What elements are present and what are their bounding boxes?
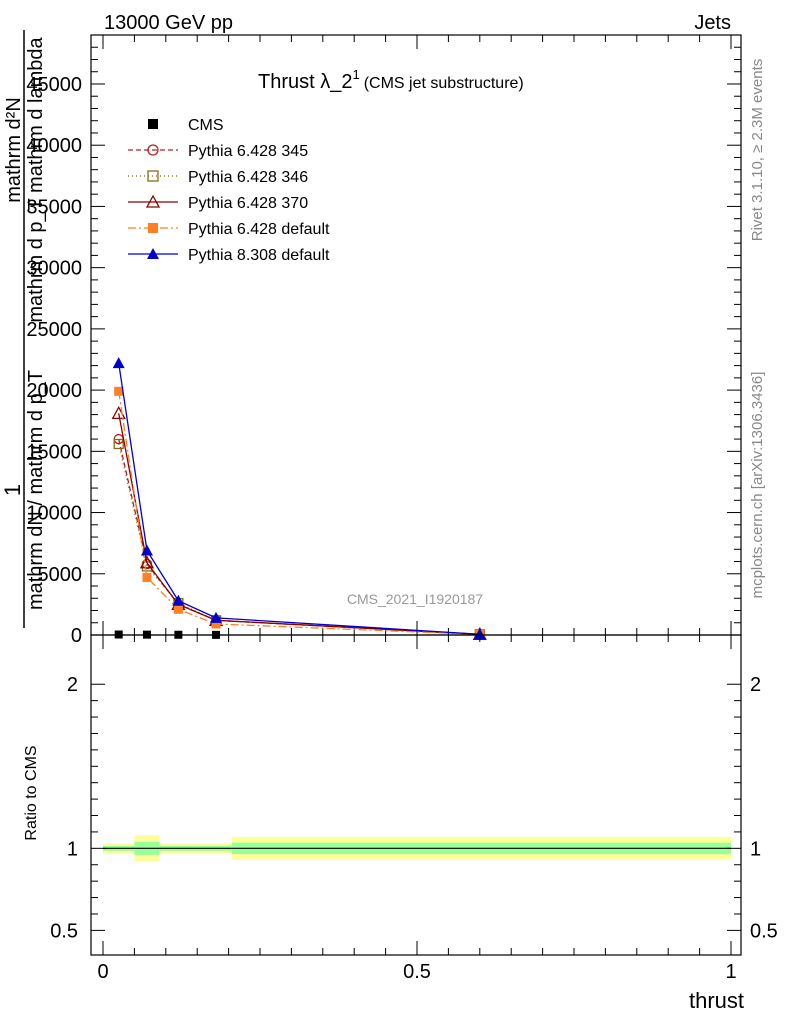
ratio-y-tick-label-right: 0.5 <box>750 920 778 942</box>
main-y-tick-label: 5000 <box>38 564 83 586</box>
data-point <box>473 628 486 640</box>
ratio-y-tick-label-right: 1 <box>750 838 761 860</box>
y-axis-label-denominator: mathrm dN / mathrm d p_T <box>25 370 47 610</box>
legend-marker <box>148 119 158 129</box>
legend-marker <box>147 170 159 182</box>
main-y-tick-label: 0 <box>71 625 82 647</box>
data-point <box>173 604 183 614</box>
data-point <box>210 611 223 623</box>
ratio-x-tick-label: 0.5 <box>403 961 431 983</box>
legend-marker <box>147 144 159 156</box>
legend-marker <box>147 248 159 259</box>
legend-marker <box>145 194 161 208</box>
x-axis-label: thrust <box>689 988 744 1013</box>
title-note: (CMS jet substructure) <box>364 75 524 92</box>
ratio-x-tick-labels: 0 0.5 1 <box>97 961 736 983</box>
title-superscript: 1 <box>352 67 359 82</box>
main-y-tick-label: 40000 <box>26 135 82 157</box>
ratio-y-ticks <box>91 683 741 931</box>
main-y-tick-label: 20000 <box>26 380 82 402</box>
main-y-ticks <box>91 46 741 636</box>
main-y-tick-label: 10000 <box>26 503 82 525</box>
legend-entry-label: Pythia 6.428 346 <box>188 169 308 186</box>
data-point <box>142 572 152 582</box>
main-y-tick-label: 30000 <box>26 258 82 280</box>
data-point <box>112 357 125 369</box>
ratio-y-axis-label: Ratio to CMS <box>23 745 40 840</box>
ratio-plot-frame <box>90 634 742 956</box>
ratio-x-ticks <box>102 635 732 955</box>
data-point <box>140 544 153 556</box>
legend-entry-label: Pythia 6.428 370 <box>188 195 308 212</box>
ratio-y-tick-labels: 0.5 0.5 1 1 2 2 <box>50 674 778 942</box>
data-point <box>139 555 155 569</box>
main-y-tick-labels: 0 5000 10000 15000 20000 25000 30000 35000 40000… <box>26 74 82 647</box>
process-label: Jets <box>694 12 731 34</box>
legend-entry-label: CMS <box>188 117 224 134</box>
plot-title: Thrust λ_21 (CMS jet substructure) <box>258 67 524 93</box>
title-main: Thrust λ_2 <box>258 71 352 93</box>
ratio-x-tick-label: 0 <box>97 961 108 983</box>
main-y-tick-label: 15000 <box>26 441 82 463</box>
analysis-watermark: CMS_2021_I1920187 <box>347 591 483 607</box>
mcplots-label: mcplots.cern.ch [arXiv:1306.3436] <box>749 372 766 599</box>
legend-entry-label: Pythia 6.428 default <box>188 221 330 238</box>
y-axis-label-left: 1 <box>0 484 25 496</box>
data-point <box>113 438 124 450</box>
data-point <box>172 594 185 606</box>
ratio-y-tick-label-left: 1 <box>67 838 78 860</box>
ratio-y-tick-label-right: 2 <box>750 674 761 696</box>
legend-entry-label: Pythia 8.308 default <box>188 247 330 264</box>
main-y-tick-label: 35000 <box>26 196 82 218</box>
main-y-tick-label: 25000 <box>26 319 82 341</box>
ratio-y-tick-label-left: 0.5 <box>50 920 78 942</box>
data-point <box>114 386 124 396</box>
energy-label: 13000 GeV pp <box>104 12 233 34</box>
legend-entry-label: Pythia 6.428 345 <box>188 143 308 160</box>
ratio-y-tick-label-left: 2 <box>67 674 78 696</box>
y-axis-label-numerator: mathrm d²N <box>3 97 25 203</box>
y-axis-label-numerator-sub: mathrm d p_T mathrm d lambda <box>25 36 47 322</box>
legend-marker <box>148 223 158 233</box>
rivet-version-label: Rivet 3.1.10, ≥ 2.3M events <box>749 59 766 242</box>
data-point <box>211 619 221 629</box>
main-y-tick-label: 45000 <box>26 74 82 96</box>
legend: CMS Pythia 6.428 345 Pythia 6.428 346 Pythi… <box>128 117 330 264</box>
ratio-x-tick-label: 1 <box>725 961 736 983</box>
